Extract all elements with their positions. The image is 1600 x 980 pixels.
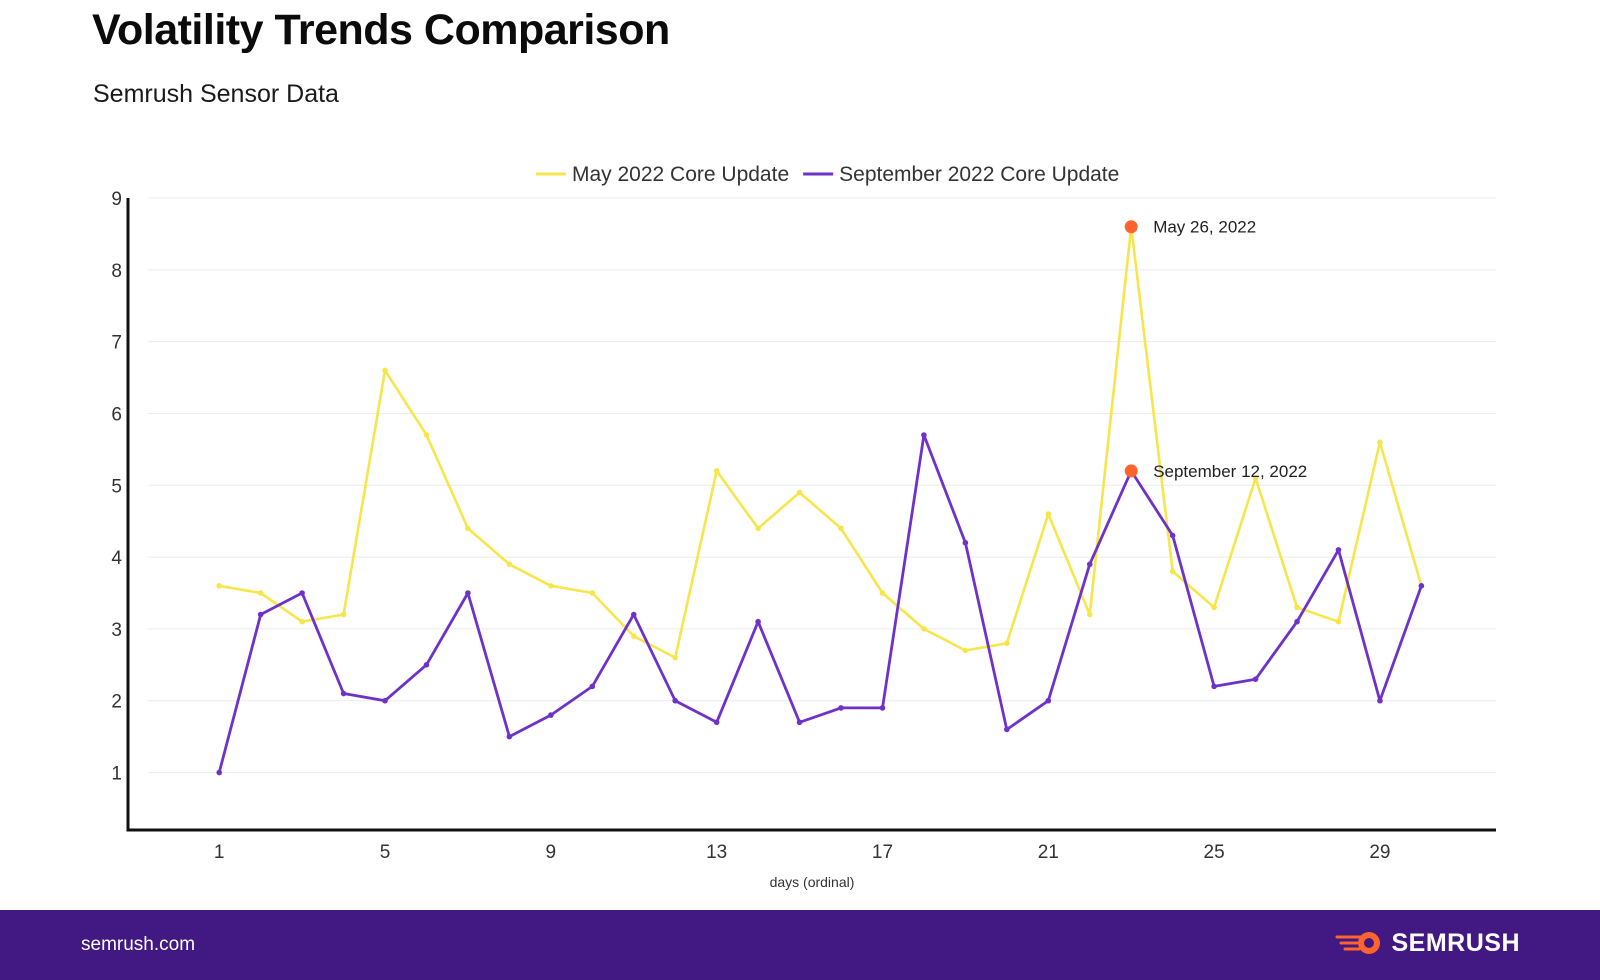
data-point: [423, 662, 430, 668]
data-point: [1086, 561, 1093, 568]
data-point: [1377, 697, 1383, 704]
data-point: [962, 539, 969, 546]
data-point: [1045, 511, 1052, 517]
annotations: May 26, 2022 September 12, 2022: [1124, 218, 1307, 481]
data-point: [299, 618, 305, 625]
y-tick-label: 8: [111, 261, 122, 282]
data-point: [589, 590, 596, 596]
data-point: [838, 705, 844, 711]
x-tick-label: 9: [546, 842, 557, 863]
x-tick-label: 1: [214, 842, 225, 863]
data-point: [921, 432, 927, 438]
y-tick-label: 1: [111, 764, 122, 785]
volatility-line-chart: 1 2 3 4 5 6 7 8 9 1 5 9 13 17 21 25 29 days (ordinal) May…: [111, 163, 1496, 890]
data-point: [382, 367, 388, 374]
data-point: [257, 590, 264, 596]
data-point: [1045, 697, 1052, 704]
page-subtitle: Semrush Sensor Data: [93, 80, 339, 108]
footer-bar: semrush.com SEMRUSH: [0, 910, 1600, 980]
x-tick-label: 21: [1038, 842, 1059, 863]
legend-label: May 2022 Core Update: [572, 163, 789, 186]
data-point: [548, 712, 554, 718]
data-point: [672, 654, 678, 661]
footer-url[interactable]: semrush.com: [81, 934, 196, 955]
data-point: [1294, 604, 1300, 611]
brand-logo: SEMRUSH: [1335, 928, 1520, 958]
data-point: [423, 432, 430, 438]
data-point: [1252, 475, 1259, 481]
data-point: [1211, 683, 1217, 690]
data-point: [548, 583, 554, 589]
data-point: [340, 611, 347, 618]
series-lines: [216, 223, 1425, 776]
data-point: [589, 683, 596, 690]
data-point: [755, 525, 761, 532]
y-tick-label: 3: [111, 620, 122, 641]
data-point: [796, 719, 803, 726]
y-tick-label: 9: [111, 189, 122, 210]
highlight-marker: [1124, 220, 1138, 234]
page-title: Volatility Trends Comparison: [92, 6, 670, 54]
data-point: [506, 561, 513, 568]
grid-lines: [148, 197, 1496, 774]
data-point: [713, 719, 720, 726]
data-point: [713, 468, 720, 474]
data-point: [630, 611, 637, 618]
annotation-label: May 26, 2022: [1153, 218, 1256, 237]
data-point: [921, 626, 927, 632]
x-tick-label: 25: [1204, 842, 1225, 863]
data-point: [216, 583, 222, 589]
data-point: [1418, 583, 1425, 589]
data-point: [755, 618, 761, 625]
data-point: [1335, 618, 1342, 625]
series-line-may: [217, 225, 1423, 659]
chart-legend: May 2022 Core Update September 2022 Core …: [536, 163, 1119, 186]
x-tick-label: 13: [706, 842, 727, 863]
data-point: [1169, 568, 1176, 575]
data-point: [1335, 547, 1342, 553]
y-tick-label: 2: [111, 692, 122, 713]
data-point: [1377, 439, 1383, 445]
data-point: [257, 611, 264, 618]
data-point: [1004, 640, 1010, 647]
axes: 1 2 3 4 5 6 7 8 9 1 5 9 13 17 21 25 29 days (ordinal): [111, 189, 1496, 890]
data-point: [216, 769, 222, 776]
data-point: [879, 705, 886, 711]
y-tick-label: 5: [111, 476, 122, 497]
highlight-marker: [1124, 464, 1138, 478]
data-point: [630, 633, 637, 639]
data-point: [340, 690, 347, 697]
series-line-september: [217, 433, 1423, 774]
data-point: [838, 525, 844, 532]
data-point: [1211, 604, 1217, 611]
data-point: [1169, 532, 1176, 539]
x-tick-label: 5: [380, 842, 391, 863]
data-point: [506, 733, 513, 740]
data-point: [1004, 726, 1010, 733]
semrush-flame-logo-icon: [1335, 932, 1381, 954]
x-tick-label: 29: [1369, 842, 1390, 863]
data-point: [672, 697, 678, 704]
data-point: [962, 647, 969, 654]
data-point: [796, 489, 803, 496]
data-point: [1252, 676, 1259, 682]
data-point: [465, 525, 471, 532]
legend-label: September 2022 Core Update: [839, 163, 1119, 186]
y-tick-label: 7: [111, 333, 122, 354]
data-point: [299, 590, 305, 596]
annotation-label: September 12, 2022: [1153, 462, 1307, 481]
data-point: [382, 697, 388, 704]
data-point: [1086, 611, 1093, 618]
data-point: [1294, 618, 1300, 625]
x-axis-title: days (ordinal): [770, 874, 855, 890]
data-point: [879, 590, 886, 596]
x-tick-label: 17: [872, 842, 893, 863]
y-tick-label: 4: [111, 548, 122, 569]
y-tick-label: 6: [111, 404, 122, 425]
data-point: [465, 590, 471, 596]
brand-name: SEMRUSH: [1391, 928, 1520, 957]
